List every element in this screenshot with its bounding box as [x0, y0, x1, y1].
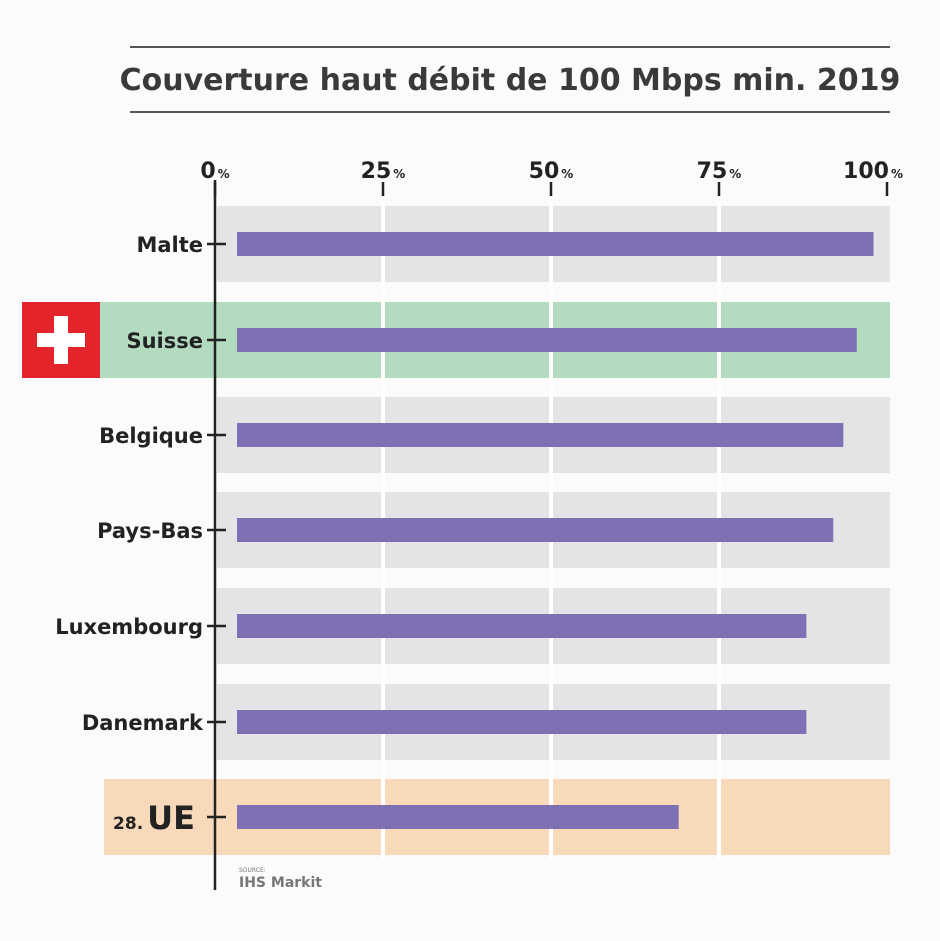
category-label-ue: 28. UE: [113, 799, 195, 837]
tick-unit-75: %: [729, 167, 741, 181]
tick-value-50: 50: [529, 159, 560, 184]
tick-value-75: 75: [697, 159, 728, 184]
category-label-pays-bas: Pays-Bas: [97, 519, 203, 543]
swiss-flag-cross-v: [54, 316, 68, 364]
source-name: IHS Markit: [239, 875, 322, 891]
tick-value-100: 100: [843, 159, 889, 184]
category-label-malte: Malte: [136, 233, 203, 257]
tick-label-75: 75%: [697, 159, 742, 184]
bar-belgique: [237, 423, 844, 447]
bar-ue: [237, 805, 679, 829]
x-axis-ticks: 0% 25% 50% 75% 100%: [200, 159, 903, 819]
tick-value-0: 0: [200, 159, 215, 184]
category-label-danemark: Danemark: [82, 711, 204, 735]
bar-pays-bas: [237, 518, 834, 542]
ue-name: UE: [147, 799, 195, 837]
tick-unit-50: %: [561, 167, 573, 181]
bar-luxembourg: [237, 614, 807, 638]
ue-prefix: 28.: [113, 814, 143, 834]
tick-value-25: 25: [361, 159, 392, 184]
bar-danemark: [237, 710, 807, 734]
category-label-belgique: Belgique: [99, 424, 203, 448]
tick-unit-0: %: [218, 167, 230, 181]
tick-unit-25: %: [393, 167, 405, 181]
chart-title: Couverture haut débit de 100 Mbps min. 2…: [120, 63, 901, 98]
tick-label-0: 0%: [200, 159, 229, 184]
tick-label-50: 50%: [529, 159, 574, 184]
category-labels: Malte Suisse Belgique Pays-Bas Luxembourg Dan…: [55, 233, 204, 837]
category-label-suisse: Suisse: [126, 329, 203, 353]
swiss-flag: [22, 302, 100, 378]
tick-unit-100: %: [891, 167, 903, 181]
bar-malte: [237, 232, 874, 256]
source-label: SOURCE:: [239, 867, 266, 874]
bars: [237, 232, 874, 829]
tick-label-25: 25%: [361, 159, 406, 184]
category-label-luxembourg: Luxembourg: [55, 615, 203, 639]
tick-label-100: 100%: [843, 159, 903, 184]
bar-suisse: [237, 328, 857, 352]
